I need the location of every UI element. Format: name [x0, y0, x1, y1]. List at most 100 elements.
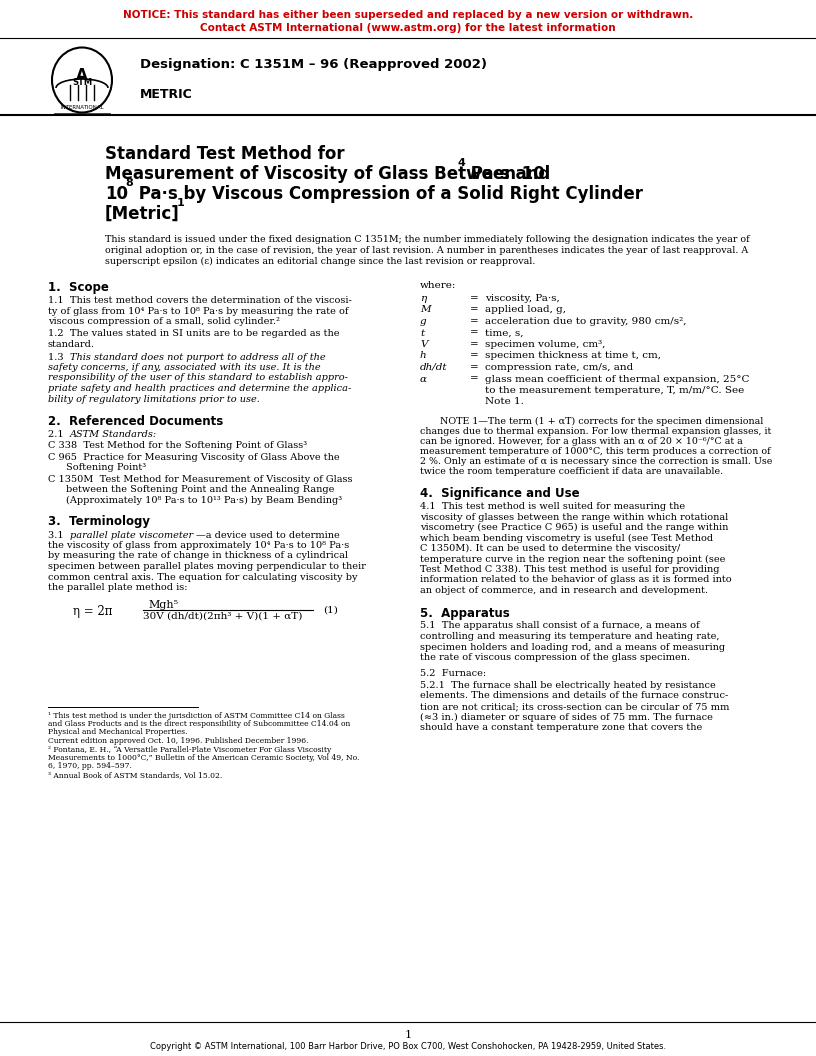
- Text: =: =: [470, 317, 479, 326]
- Text: tion are not critical; its cross-section can be circular of 75 mm: tion are not critical; its cross-section…: [420, 702, 730, 711]
- Text: specimen between parallel plates moving perpendicular to their: specimen between parallel plates moving …: [48, 562, 366, 571]
- Text: the viscosity of glass from approximately 10⁴ Pa·s to 10⁸ Pa·s: the viscosity of glass from approximatel…: [48, 541, 349, 550]
- Text: =: =: [470, 340, 479, 348]
- Text: (1): (1): [323, 605, 338, 615]
- Text: 1.3: 1.3: [48, 353, 70, 361]
- Text: elements. The dimensions and details of the furnace construc-: elements. The dimensions and details of …: [420, 692, 728, 700]
- Text: changes due to thermal expansion. For low thermal expansion glasses, it: changes due to thermal expansion. For lo…: [420, 427, 771, 436]
- Text: C 338  Test Method for the Softening Point of Glass³: C 338 Test Method for the Softening Poin…: [48, 441, 307, 451]
- Text: g: g: [420, 317, 427, 326]
- Text: 2.1: 2.1: [48, 430, 70, 439]
- Text: parallel plate viscometer: parallel plate viscometer: [70, 530, 193, 540]
- Text: to the measurement temperature, T, m/m/°C. See: to the measurement temperature, T, m/m/°…: [485, 386, 744, 395]
- Text: h: h: [420, 352, 427, 360]
- Text: bility of regulatory limitations prior to use.: bility of regulatory limitations prior t…: [48, 395, 259, 403]
- Text: the parallel plate method is:: the parallel plate method is:: [48, 583, 188, 592]
- Text: between the Softening Point and the Annealing Range: between the Softening Point and the Anne…: [66, 486, 335, 494]
- Text: 4.1  This test method is well suited for measuring the: 4.1 This test method is well suited for …: [420, 502, 685, 511]
- Text: specimen thickness at time t, cm,: specimen thickness at time t, cm,: [485, 352, 661, 360]
- Text: ² Fontana, E. H., “A Versatile Parallel-Plate Viscometer For Glass Viscosity: ² Fontana, E. H., “A Versatile Parallel-…: [48, 746, 331, 754]
- Text: α: α: [420, 375, 427, 383]
- Text: and Glass Products and is the direct responsibility of Subcommittee C14.04 on: and Glass Products and is the direct res…: [48, 720, 350, 728]
- Text: =: =: [470, 375, 479, 383]
- Text: 3.1: 3.1: [48, 530, 70, 540]
- Text: Standard Test Method for: Standard Test Method for: [105, 145, 344, 163]
- Text: 1.2  The values stated in SI units are to be regarded as the: 1.2 The values stated in SI units are to…: [48, 329, 339, 339]
- Text: dh/dt: dh/dt: [420, 363, 447, 372]
- Text: 10: 10: [105, 185, 128, 203]
- Text: responsibility of the user of this standard to establish appro-: responsibility of the user of this stand…: [48, 374, 348, 382]
- Text: This standard does not purport to address all of the: This standard does not purport to addres…: [70, 353, 326, 361]
- Text: =: =: [470, 352, 479, 360]
- Text: Note 1.: Note 1.: [485, 397, 524, 407]
- Text: Current edition approved Oct. 10, 1996. Published December 1996.: Current edition approved Oct. 10, 1996. …: [48, 737, 308, 744]
- Text: C 965  Practice for Measuring Viscosity of Glass Above the: C 965 Practice for Measuring Viscosity o…: [48, 453, 339, 463]
- Text: priate safety and health practices and determine the applica-: priate safety and health practices and d…: [48, 384, 351, 393]
- Text: η = 2π: η = 2π: [73, 605, 113, 619]
- Text: Contact ASTM International (www.astm.org) for the latest information: Contact ASTM International (www.astm.org…: [200, 23, 616, 33]
- Text: t: t: [420, 328, 424, 338]
- Text: 1: 1: [177, 199, 184, 208]
- Text: Designation: C 1351M – 96 (Reapproved 2002): Designation: C 1351M – 96 (Reapproved 20…: [140, 58, 487, 71]
- Text: 1.  Scope: 1. Scope: [48, 281, 109, 294]
- Text: which beam bending viscometry is useful (see Test Method: which beam bending viscometry is useful …: [420, 533, 713, 543]
- Text: A: A: [76, 68, 88, 83]
- Text: NOTE 1—The term (1 + αT) corrects for the specimen dimensional: NOTE 1—The term (1 + αT) corrects for th…: [440, 417, 764, 427]
- Text: M: M: [420, 305, 431, 315]
- Text: should have a constant temperature zone that covers the: should have a constant temperature zone …: [420, 723, 703, 732]
- Text: 5.2  Furnace:: 5.2 Furnace:: [420, 668, 486, 678]
- Text: viscosity, Pa·s,: viscosity, Pa·s,: [485, 294, 560, 303]
- Text: This standard is issued under the fixed designation C 1351M; the number immediat: This standard is issued under the fixed …: [105, 235, 750, 244]
- Text: 2.  Referenced Documents: 2. Referenced Documents: [48, 415, 224, 428]
- Text: η: η: [420, 294, 426, 303]
- Text: controlling and measuring its temperature and heating rate,: controlling and measuring its temperatur…: [420, 631, 720, 641]
- Text: measurement temperature of 1000°C, this term produces a correction of: measurement temperature of 1000°C, this …: [420, 447, 770, 456]
- Text: (Approximately 10⁸ Pa·s to 10¹³ Pa·s) by Beam Bending³: (Approximately 10⁸ Pa·s to 10¹³ Pa·s) by…: [66, 496, 342, 505]
- Text: Mgh⁵: Mgh⁵: [148, 601, 178, 610]
- Text: acceleration due to gravity, 980 cm/s²,: acceleration due to gravity, 980 cm/s²,: [485, 317, 686, 326]
- Text: =: =: [470, 363, 479, 372]
- Text: specimen volume, cm³,: specimen volume, cm³,: [485, 340, 605, 348]
- Text: twice the room temperature coefficient if data are unavailable.: twice the room temperature coefficient i…: [420, 467, 723, 476]
- Text: 1: 1: [405, 1030, 411, 1040]
- Text: 3.  Terminology: 3. Terminology: [48, 515, 150, 528]
- Text: ty of glass from 10⁴ Pa·s to 10⁸ Pa·s by measuring the rate of: ty of glass from 10⁴ Pa·s to 10⁸ Pa·s by…: [48, 306, 348, 316]
- Text: viscous compression of a small, solid cylinder.²: viscous compression of a small, solid cy…: [48, 317, 280, 326]
- Text: ¹ This test method is under the jurisdiction of ASTM Committee C14 on Glass: ¹ This test method is under the jurisdic…: [48, 712, 345, 719]
- Text: 5.  Apparatus: 5. Apparatus: [420, 606, 510, 620]
- Text: safety concerns, if any, associated with its use. It is the: safety concerns, if any, associated with…: [48, 363, 321, 372]
- Text: Pa·s and: Pa·s and: [465, 165, 550, 183]
- Text: STM: STM: [72, 78, 92, 87]
- Text: common central axis. The equation for calculating viscosity by: common central axis. The equation for ca…: [48, 572, 357, 582]
- Text: Physical and Mechanical Properties.: Physical and Mechanical Properties.: [48, 729, 188, 736]
- Text: Test Method C 338). This test method is useful for providing: Test Method C 338). This test method is …: [420, 565, 720, 574]
- Text: [Metric]: [Metric]: [105, 205, 180, 223]
- Text: superscript epsilon (ε) indicates an editorial change since the last revision or: superscript epsilon (ε) indicates an edi…: [105, 257, 535, 266]
- Text: INTERNATIONAL: INTERNATIONAL: [60, 105, 104, 110]
- Text: 30V (dh/dt)(2πh³ + V)(1 + αT): 30V (dh/dt)(2πh³ + V)(1 + αT): [143, 611, 303, 621]
- Text: can be ignored. However, for a glass with an α of 20 × 10⁻⁶/°C at a: can be ignored. However, for a glass wit…: [420, 437, 743, 446]
- Text: viscometry (see Practice C 965) is useful and the range within: viscometry (see Practice C 965) is usefu…: [420, 523, 729, 532]
- Text: Measurements to 1000°C,” Bulletin of the American Ceramic Society, Vol 49, No.: Measurements to 1000°C,” Bulletin of the…: [48, 754, 359, 762]
- Text: 8: 8: [125, 178, 133, 188]
- Text: C 1350M). It can be used to determine the viscosity/: C 1350M). It can be used to determine th…: [420, 544, 681, 553]
- Text: temperature curve in the region near the softening point (see: temperature curve in the region near the…: [420, 554, 725, 564]
- Text: viscosity of glasses between the range within which rotational: viscosity of glasses between the range w…: [420, 512, 728, 522]
- Text: ASTM Standards:: ASTM Standards:: [70, 430, 157, 439]
- Text: where:: where:: [420, 281, 456, 290]
- Text: =: =: [470, 294, 479, 303]
- Text: an object of commerce, and in research and development.: an object of commerce, and in research a…: [420, 586, 708, 595]
- Text: METRIC: METRIC: [140, 88, 193, 101]
- Text: 4: 4: [457, 158, 465, 168]
- Text: information related to the behavior of glass as it is formed into: information related to the behavior of g…: [420, 576, 732, 585]
- Text: 5.2.1  The furnace shall be electrically heated by resistance: 5.2.1 The furnace shall be electrically …: [420, 681, 716, 690]
- Text: C 1350M  Test Method for Measurement of Viscosity of Glass: C 1350M Test Method for Measurement of V…: [48, 475, 353, 484]
- Text: —a device used to determine: —a device used to determine: [196, 530, 339, 540]
- Text: Copyright © ASTM International, 100 Barr Harbor Drive, PO Box C700, West Conshoh: Copyright © ASTM International, 100 Barr…: [150, 1042, 666, 1051]
- Text: time, s,: time, s,: [485, 328, 524, 338]
- Text: 1.1  This test method covers the determination of the viscosi-: 1.1 This test method covers the determin…: [48, 296, 352, 305]
- Text: NOTICE: This standard has either been superseded and replaced by a new version o: NOTICE: This standard has either been su…: [123, 10, 693, 20]
- Text: by measuring the rate of change in thickness of a cylindrical: by measuring the rate of change in thick…: [48, 551, 348, 561]
- Text: (≈3 in.) diameter or square of sides of 75 mm. The furnace: (≈3 in.) diameter or square of sides of …: [420, 713, 713, 721]
- Text: original adoption or, in the case of revision, the year of last revision. A numb: original adoption or, in the case of rev…: [105, 246, 748, 254]
